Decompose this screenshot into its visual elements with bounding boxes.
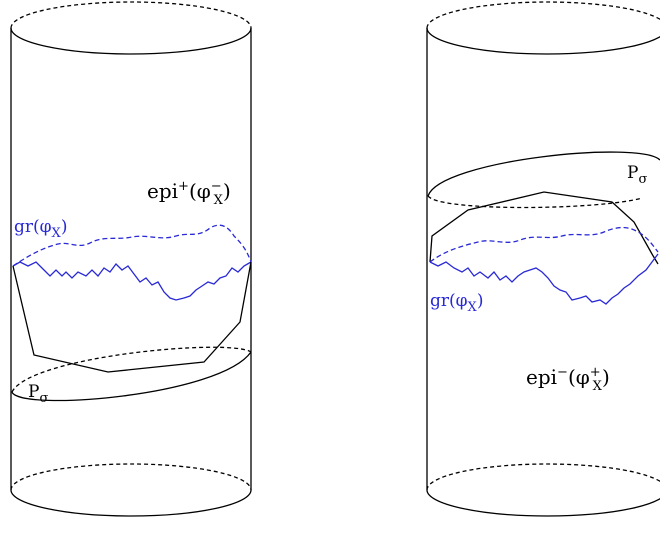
left-epi-sup: +: [178, 179, 189, 194]
left-bottom-rim-back: [10, 463, 252, 491]
left-bottom-rim-front: [10, 489, 252, 517]
left-plane-base: P: [28, 382, 39, 402]
left-plane-label: Pσ: [28, 382, 48, 406]
right-epi-var-sup: +: [590, 365, 601, 380]
left-epi-var-sub: X: [214, 193, 224, 208]
right-graph-sub: X: [468, 300, 478, 315]
right-epi-close: ): [602, 365, 610, 389]
left-epi-close: ): [223, 179, 231, 203]
left-graph-label: gr(φX): [14, 217, 67, 241]
right-graph-text: gr(φ: [430, 291, 468, 311]
right-plane-front: [427, 151, 660, 197]
left-cylinder: [10, 1, 252, 517]
right-top-rim-back: [426, 1, 660, 29]
left-epi-var-sup: −: [211, 179, 222, 194]
right-epi-phi: (φ: [568, 365, 590, 389]
right-epi-var-sub: X: [593, 379, 603, 394]
left-graph-text: gr(φ: [14, 217, 52, 237]
right-graph-label: gr(φX): [430, 291, 483, 315]
left-graph-front: [12, 261, 252, 301]
right-graph-back: [429, 226, 659, 263]
right-epi-label: epi−(φ+ X): [526, 365, 610, 394]
right-surface: [429, 191, 659, 265]
left-epi-base: epi: [147, 179, 178, 203]
left-graph-close: ): [61, 217, 68, 237]
right-epi-sup: −: [557, 365, 568, 380]
right-plane-sub: σ: [638, 172, 647, 187]
right-cylinder: [426, 1, 660, 517]
left-plane-front: [11, 351, 252, 402]
right-epi-base: epi: [526, 365, 557, 389]
right-plane-label: Pσ: [627, 163, 647, 187]
right-bottom-rim-back: [426, 463, 660, 491]
left-graph-sub: X: [52, 226, 62, 241]
left-plane-back: [11, 346, 252, 393]
right-graph-front: [429, 253, 659, 305]
right-plane-base: P: [627, 163, 638, 183]
left-epi-label: epi+(φ− X): [147, 179, 231, 208]
right-top-rim-front: [426, 27, 660, 55]
left-plane-sub: σ: [39, 391, 48, 406]
left-top-rim-back: [10, 1, 252, 29]
left-graph-back: [12, 224, 252, 267]
right-graph-close: ): [477, 291, 484, 311]
left-top-rim-front: [10, 27, 252, 55]
left-surface: [12, 261, 252, 373]
right-bottom-rim-front: [426, 489, 660, 517]
left-epi-phi: (φ: [189, 179, 211, 203]
